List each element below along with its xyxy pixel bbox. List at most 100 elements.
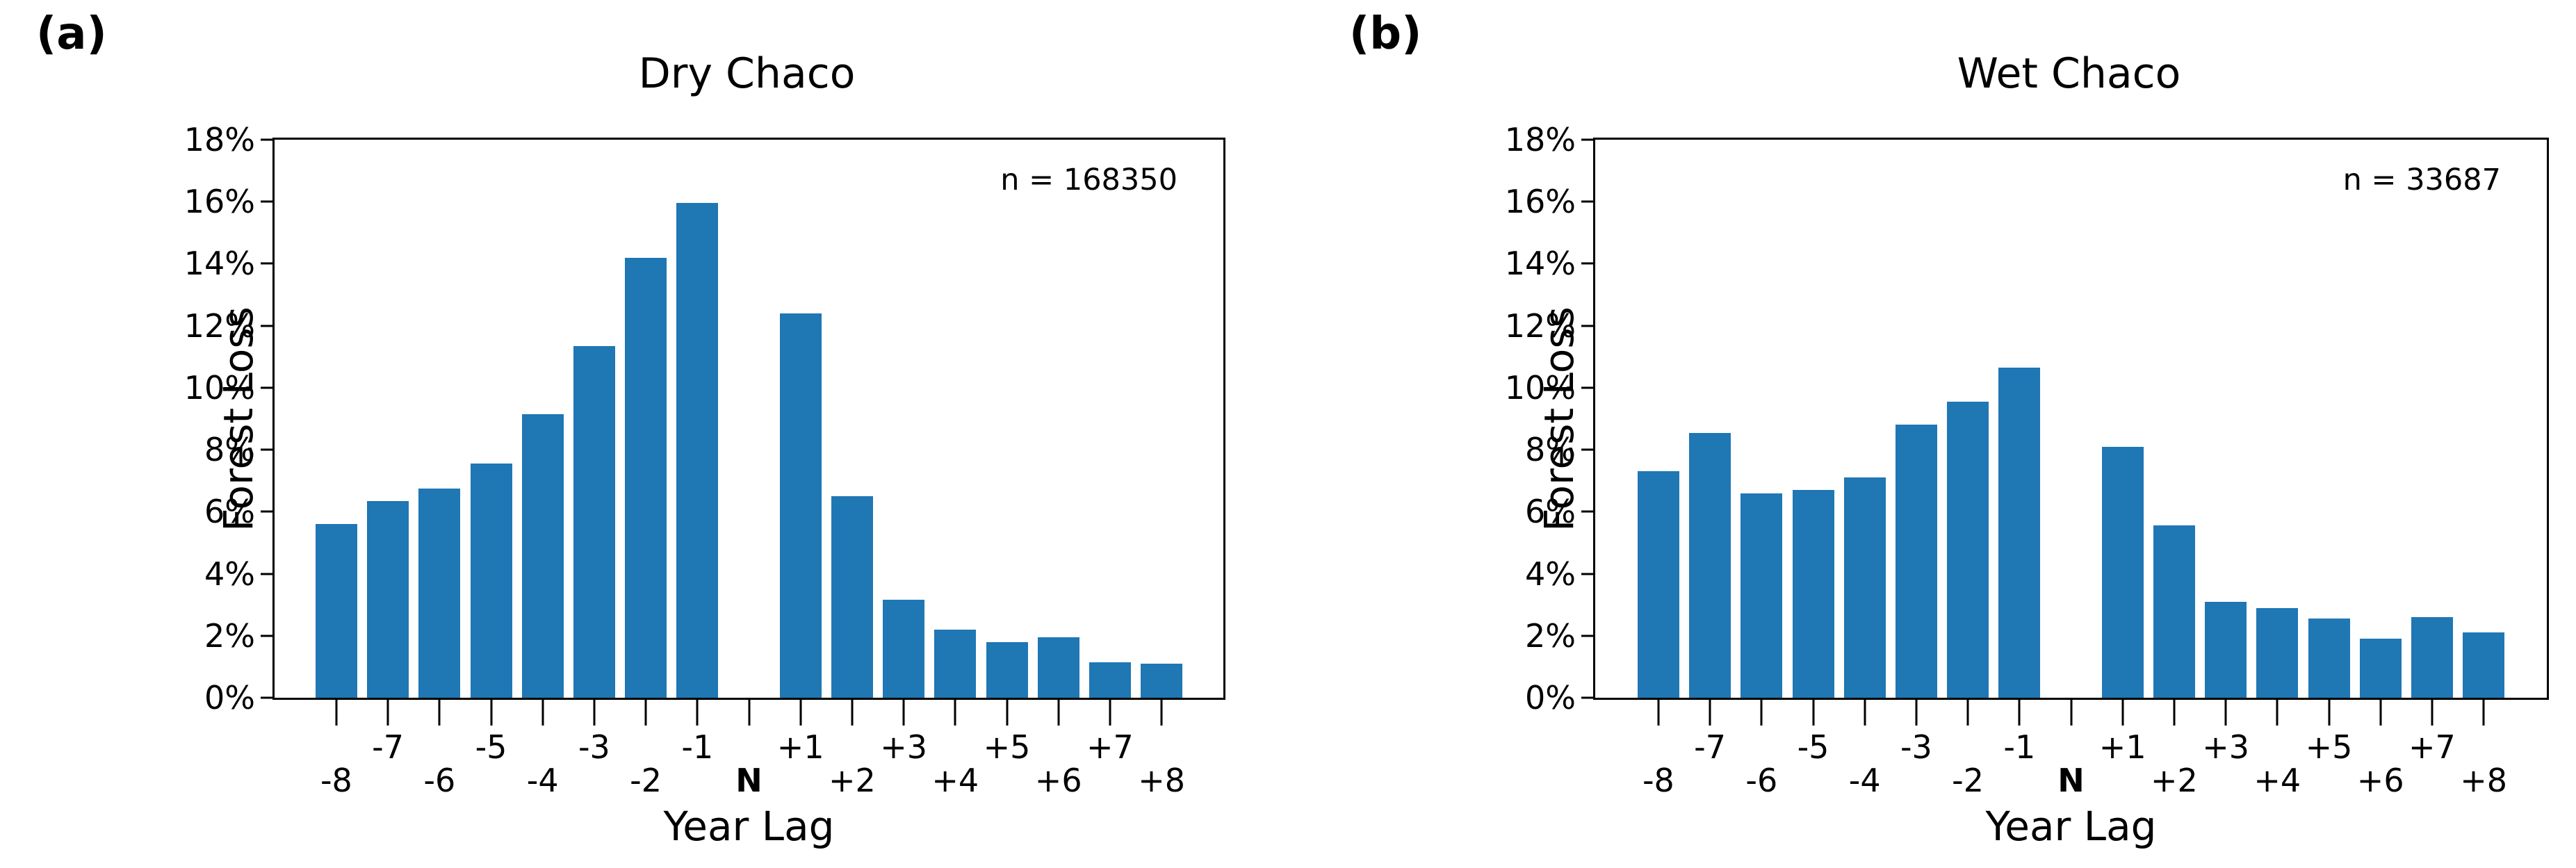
y-tick-mark — [1581, 262, 1593, 265]
x-tick-label: +3 — [2202, 728, 2249, 766]
bar--3 — [573, 345, 615, 698]
y-tick-mark — [1581, 138, 1593, 141]
bar-+2 — [2153, 525, 2195, 698]
x-tick-mark — [1966, 698, 1969, 726]
y-tick-label: 4% — [1525, 555, 1576, 593]
x-tick-mark — [1812, 698, 1814, 726]
x-tick-mark — [2018, 698, 2021, 726]
x-tick-mark — [696, 698, 699, 726]
panel-label: (b) — [1349, 8, 1422, 60]
x-tick-mark — [1657, 698, 1660, 726]
sample-size-annotation: n = 168350 — [1000, 163, 1177, 197]
x-tick-mark — [1915, 698, 1918, 726]
panel-wet-chaco: (b) Wet Chaco Forest Loss Year Lag n = 3… — [1288, 0, 2576, 868]
chart-title: Dry Chaco — [638, 49, 856, 98]
y-tick-label: 12% — [1504, 306, 1576, 345]
bar--5 — [470, 464, 512, 698]
sample-size-annotation: n = 33687 — [2342, 163, 2501, 197]
bar-+1 — [2101, 446, 2144, 698]
y-tick-label: 18% — [184, 121, 255, 158]
x-tick-label: +2 — [828, 762, 876, 799]
bar--2 — [1947, 401, 1989, 698]
x-tick-label: -4 — [1848, 762, 1881, 799]
x-tick-label: +2 — [2150, 762, 2198, 799]
x-tick-mark — [644, 698, 647, 726]
bar--4 — [521, 413, 564, 698]
x-tick-mark — [1160, 698, 1163, 726]
x-tick-mark — [1006, 698, 1008, 726]
bar-+4 — [2256, 607, 2299, 698]
y-tick-label: 10% — [184, 368, 255, 407]
x-tick-mark — [2431, 698, 2434, 726]
x-tick-label: +5 — [2305, 728, 2353, 766]
y-tick-label: 18% — [1504, 121, 1576, 158]
x-tick-mark — [2070, 698, 2072, 726]
x-tick-label: +7 — [2408, 728, 2456, 766]
x-tick-mark — [335, 698, 338, 726]
x-tick-mark — [593, 698, 596, 726]
x-tick-label: -5 — [1797, 728, 1829, 766]
y-tick-label: 14% — [1504, 245, 1576, 283]
y-tick-label: 0% — [1525, 679, 1576, 716]
x-tick-mark — [748, 698, 750, 726]
x-tick-label: N — [2057, 762, 2085, 799]
chart-title: Wet Chaco — [1957, 49, 2181, 98]
bar--5 — [1792, 490, 1834, 698]
bar-+5 — [2308, 619, 2350, 698]
bar--6 — [1741, 493, 1783, 698]
x-tick-label: +5 — [983, 728, 1031, 766]
y-tick-label: 2% — [1525, 616, 1576, 655]
x-tick-label: -8 — [1642, 762, 1674, 799]
x-tick-mark — [541, 698, 544, 726]
y-tick-mark — [261, 386, 272, 389]
y-tick-mark — [1581, 634, 1593, 637]
y-tick-mark — [261, 262, 272, 265]
bar--7 — [1689, 432, 1731, 698]
x-tick-label: +1 — [776, 728, 824, 766]
y-tick-label: 12% — [184, 306, 255, 345]
bar-+6 — [1037, 637, 1079, 698]
y-tick-mark — [1581, 696, 1593, 699]
x-tick-mark — [1109, 698, 1111, 726]
bar--8 — [315, 524, 357, 698]
bar--2 — [625, 257, 667, 698]
y-tick-mark — [1581, 325, 1593, 327]
y-tick-mark — [261, 696, 272, 699]
y-tick-label: 4% — [204, 555, 255, 593]
x-axis-label: Year Lag — [663, 803, 835, 850]
y-tick-label: 10% — [1504, 368, 1576, 407]
x-tick-label: +7 — [1086, 728, 1134, 766]
y-axis-label: Forest Loss — [1535, 306, 1583, 532]
panel-dry-chaco: (a) Dry Chaco Forest Loss Year Lag n = 1… — [36, 10, 1225, 846]
bar--6 — [418, 488, 461, 698]
x-tick-label: -6 — [1745, 762, 1778, 799]
y-tick-label: 16% — [1504, 183, 1576, 221]
x-tick-label: -2 — [630, 762, 662, 799]
bar-+7 — [1089, 662, 1131, 698]
x-tick-label: +3 — [880, 728, 927, 766]
x-tick-label: +6 — [2356, 762, 2404, 799]
x-tick-mark — [799, 698, 802, 726]
x-tick-label: -2 — [1952, 762, 1984, 799]
x-tick-label: +8 — [2460, 762, 2507, 799]
x-tick-label: -7 — [372, 728, 405, 766]
x-tick-mark — [902, 698, 905, 726]
x-tick-mark — [2276, 698, 2279, 726]
y-tick-mark — [261, 634, 272, 637]
x-tick-mark — [2328, 698, 2330, 726]
x-tick-mark — [2379, 698, 2382, 726]
x-tick-mark — [2121, 698, 2124, 726]
x-tick-mark — [2482, 698, 2485, 726]
y-tick-label: 14% — [184, 245, 255, 283]
bar--7 — [367, 500, 409, 698]
plot-area: Forest Loss Year Lag n = 168350 0% 2% 4% 6%… — [184, 124, 1225, 846]
x-tick-mark — [1057, 698, 1060, 726]
bar--1 — [676, 203, 719, 698]
x-tick-mark — [1709, 698, 1711, 726]
x-tick-mark — [954, 698, 956, 726]
bar-+4 — [934, 629, 977, 698]
bar-+6 — [2359, 639, 2402, 698]
y-tick-mark — [1581, 510, 1593, 513]
y-tick-label: 0% — [204, 679, 255, 716]
